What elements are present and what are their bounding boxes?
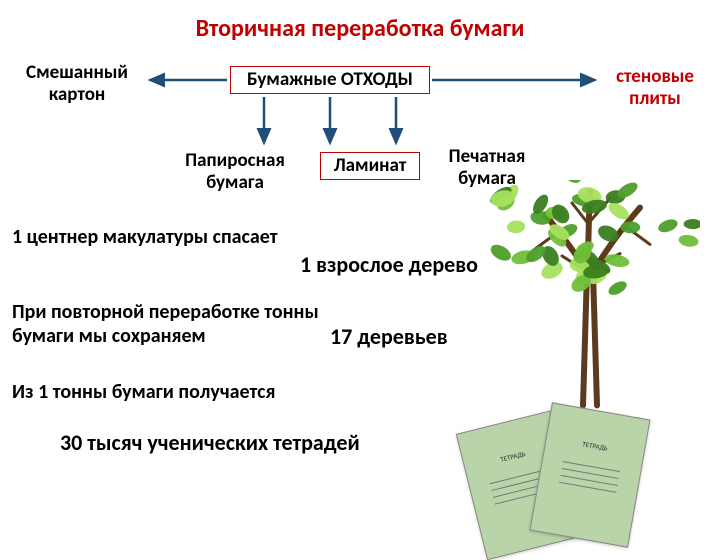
fact-highlight-2: 30 тысяч ученических тетрадей [60,430,360,456]
fact-lead-0: 1 центнер макулатуры спасает [12,225,278,249]
fact-highlight-1: 17 деревьев [330,324,448,350]
node-cigarette-paper: Папироснаябумага [170,150,300,194]
fact-highlight-0: 1 взрослое дерево [300,252,478,278]
notebook-illustration-2: ТЕТРАДЬ [529,402,650,547]
notebook-lines [558,461,620,499]
node-wall-boards: стеновыеплиты [600,66,710,110]
node-mixed-cardboard: Смешанныйкартон [12,62,142,106]
fact-lead-1: При повторной переработке тонныбумаги мы… [12,300,319,348]
node-paper-waste: Бумажные ОТХОДЫ [230,66,430,94]
notebook-label: ТЕТРАДЬ [546,433,644,459]
page-title: Вторичная переработка бумаги [0,14,720,43]
node-laminate: Ламинат [320,152,420,180]
fact-lead-2: Из 1 тонны бумаги получается [12,380,275,404]
tree-illustration [480,180,700,410]
